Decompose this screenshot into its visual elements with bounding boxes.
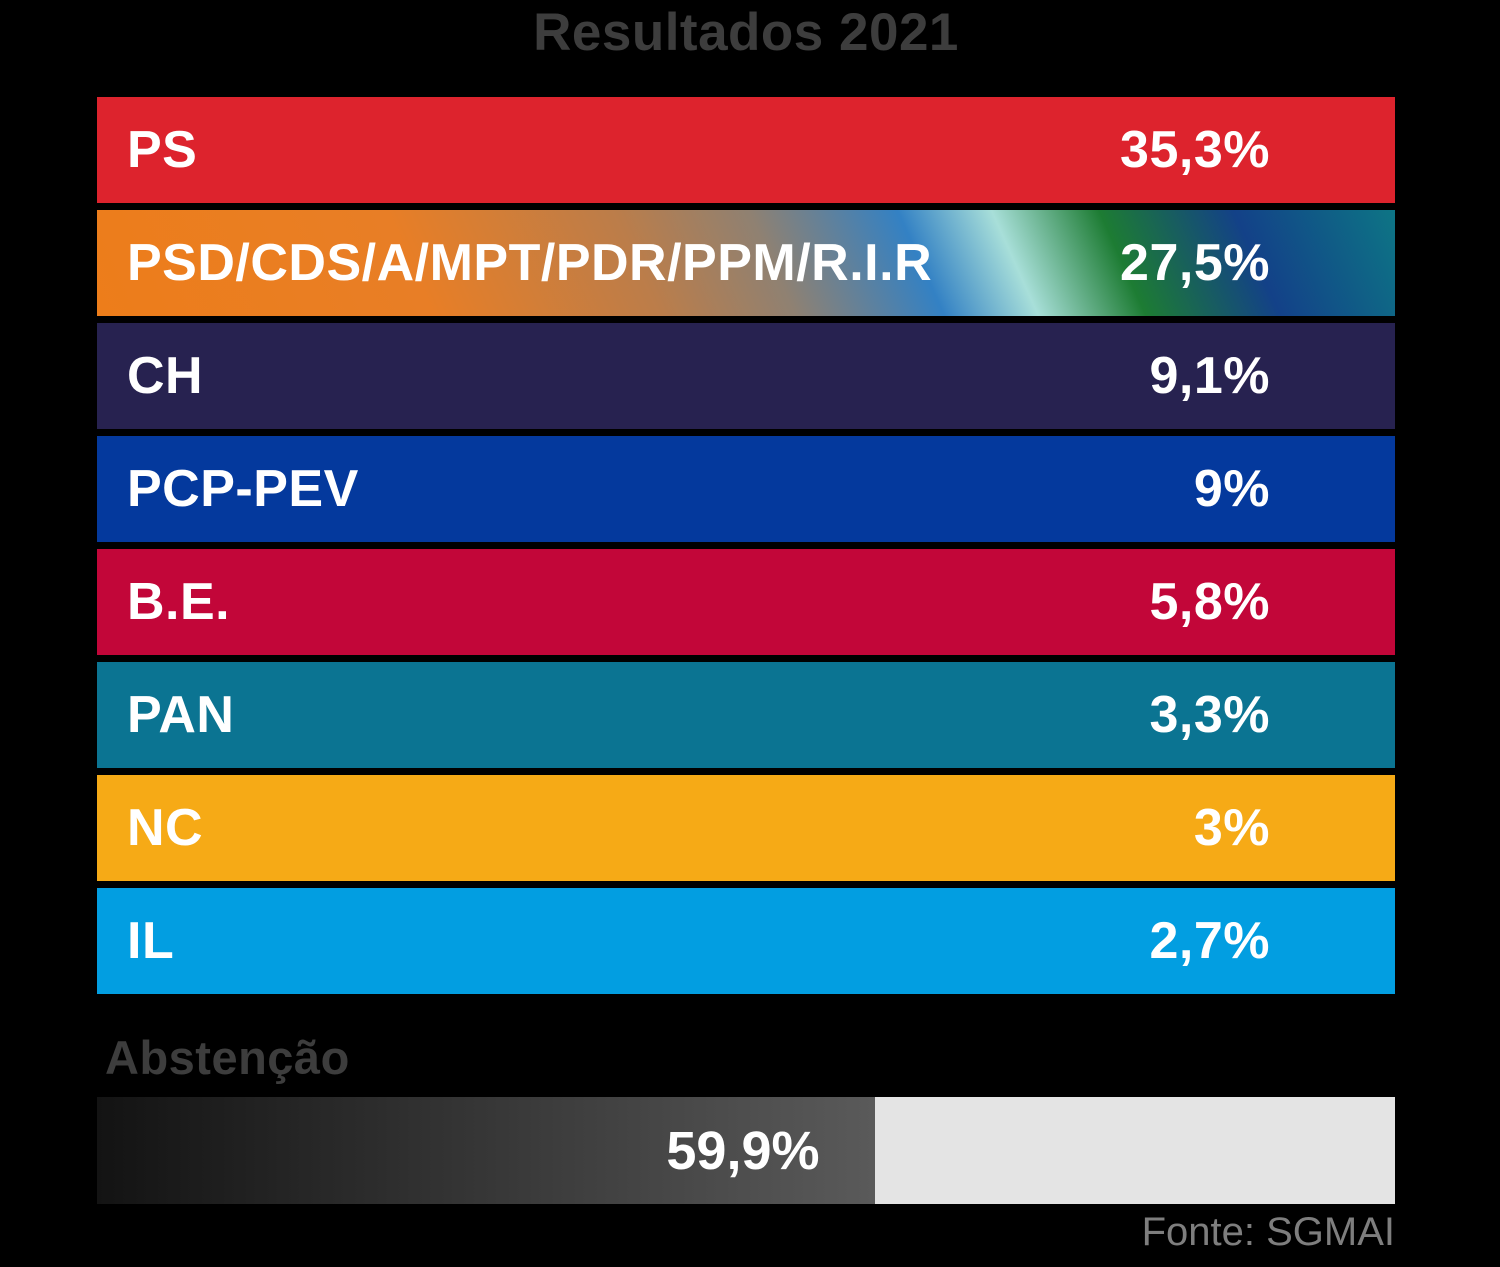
bar-label: PS — [127, 121, 198, 179]
bar-label: PCP-PEV — [127, 460, 359, 518]
bar-value: 9% — [1193, 460, 1270, 518]
bar-label: PSD/CDS/A/MPT/PDR/PPM/R.I.R — [127, 234, 933, 292]
bar-row: PS 35,3% — [97, 97, 1395, 203]
abstention-label: Abstenção — [105, 1031, 350, 1084]
bar-value: 35,3% — [1120, 121, 1270, 179]
bar-row: CH 9,1% — [97, 323, 1395, 429]
abstention-value: 59,9% — [666, 1120, 820, 1181]
bar-row: PSD/CDS/A/MPT/PDR/PPM/R.I.R 27,5% — [97, 210, 1395, 316]
abstention-track: 59,9% — [97, 1097, 1395, 1204]
bar-label: B.E. — [127, 573, 231, 631]
bar-row: PCP-PEV 9% — [97, 436, 1395, 542]
bar-label: CH — [127, 347, 204, 405]
bar-label: IL — [127, 912, 175, 970]
page-title: Resultados 2021 — [533, 3, 959, 62]
bar-value: 5,8% — [1149, 573, 1270, 631]
bar-value: 2,7% — [1149, 912, 1270, 970]
bar-value: 3% — [1193, 799, 1270, 857]
bar-row: NC 3% — [97, 775, 1395, 881]
bar-value: 9,1% — [1149, 347, 1270, 405]
bars-list: PS 35,3% PSD/CDS/A/MPT/PDR/PPM/R.I.R 27,5% C… — [97, 97, 1395, 994]
bar-row: B.E. 5,8% — [97, 549, 1395, 655]
bar-row: IL 2,7% — [97, 888, 1395, 994]
bar-row: PAN 3,3% — [97, 662, 1395, 768]
abstention-fill: 59,9% — [97, 1097, 875, 1204]
bar-value: 27,5% — [1120, 234, 1270, 292]
bar-label: PAN — [127, 686, 235, 744]
bar-label: NC — [127, 799, 204, 857]
bar-value: 3,3% — [1149, 686, 1270, 744]
source-note: Fonte: SGMAI — [1141, 1210, 1395, 1254]
